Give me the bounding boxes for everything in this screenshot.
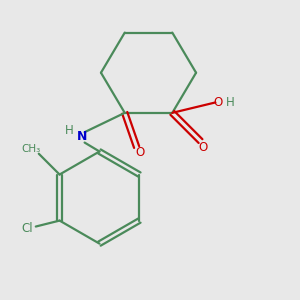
Text: CH₃: CH₃: [22, 144, 41, 154]
Text: H: H: [65, 124, 74, 137]
Text: O: O: [135, 146, 144, 160]
Text: Cl: Cl: [21, 221, 33, 235]
Text: H: H: [226, 96, 235, 109]
Text: N: N: [76, 130, 87, 143]
Text: O: O: [214, 96, 223, 109]
Text: O: O: [199, 140, 208, 154]
